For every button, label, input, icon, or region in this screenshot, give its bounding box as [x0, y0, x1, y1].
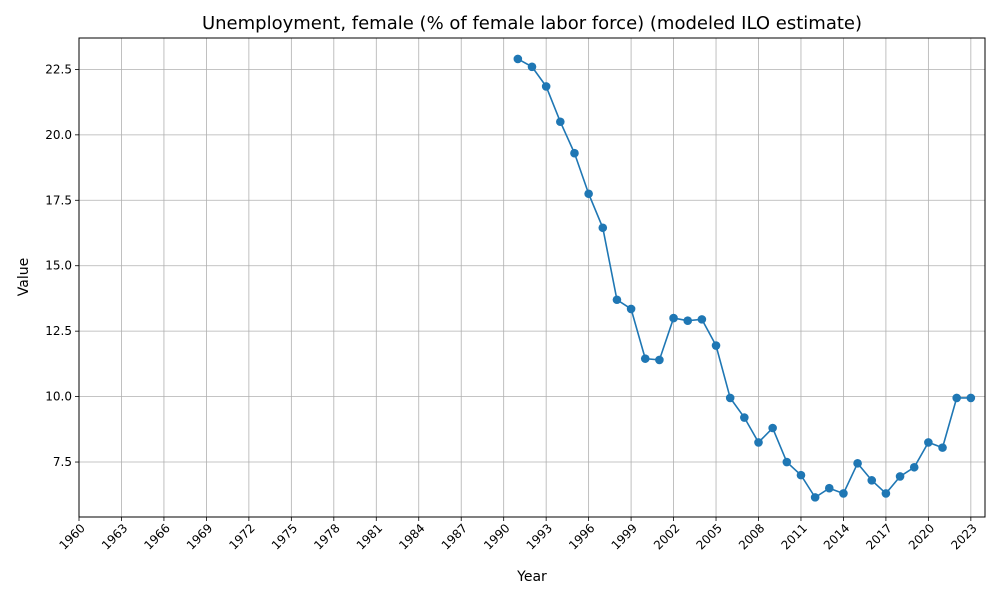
y-axis-label: Value [16, 258, 32, 296]
plot-area-frame [78, 37, 986, 518]
data-point [541, 82, 551, 91]
data-point [853, 459, 862, 468]
data-point [640, 354, 650, 363]
x-tick-label: 1990 [481, 521, 512, 552]
y-tick-label: 22.5 [45, 62, 72, 76]
x-tick-label: 2023 [948, 521, 979, 552]
y-axis: 7.5 10.0 12.5 15.0 17.5 20.0 22.5 [45, 62, 79, 469]
x-tick-label: 1969 [184, 521, 215, 552]
x-tick-label: 2017 [863, 521, 894, 552]
data-point [966, 393, 976, 403]
data-point [768, 423, 777, 433]
x-tick-label: 1996 [566, 521, 597, 552]
data-point [796, 470, 806, 480]
data-point [669, 313, 678, 323]
x-axis-label: Year [516, 569, 547, 585]
x-axis: 1960 1963 1966 1969 1972 1975 1978 1981 1984 1987… [56, 517, 980, 553]
data-point [824, 483, 834, 493]
data-point [881, 489, 891, 498]
y-tick-label: 17.5 [45, 193, 72, 207]
data-point [839, 489, 848, 498]
data-point [952, 393, 961, 403]
x-tick-label: 1999 [609, 521, 640, 552]
x-tick-label: 2020 [906, 521, 937, 552]
x-tick-label: 1993 [524, 521, 555, 552]
data-point [626, 304, 636, 314]
data-point [867, 476, 877, 485]
data-point [810, 493, 820, 502]
x-tick-label: 1966 [141, 521, 172, 552]
x-tick-label: 1972 [226, 521, 257, 552]
data-point [598, 223, 608, 233]
data-point [683, 316, 693, 325]
data-point [711, 341, 721, 350]
x-tick-label: 2014 [821, 521, 852, 552]
x-tick-label: 1978 [311, 521, 342, 552]
x-tick-label: 1960 [56, 521, 87, 552]
x-tick-label: 1963 [99, 521, 130, 552]
x-tick-label: 2008 [736, 521, 767, 552]
data-point [938, 443, 947, 452]
data-point [584, 189, 593, 199]
data-point [527, 62, 537, 72]
x-tick-label: 1975 [269, 521, 300, 552]
y-tick-label: 10.0 [45, 390, 72, 404]
data-point [513, 54, 523, 64]
x-tick-label: 1981 [354, 521, 385, 552]
data-points [513, 54, 976, 502]
y-tick-label: 12.5 [45, 324, 72, 338]
data-point [924, 438, 933, 447]
data-point [612, 295, 622, 305]
x-tick-label: 1984 [396, 521, 427, 552]
y-tick-label: 15.0 [45, 259, 72, 273]
grid-lines [78, 38, 985, 517]
x-tick-label: 2002 [651, 521, 682, 552]
chart-title: Unemployment, female (% of female labor … [202, 13, 862, 34]
data-point [895, 472, 905, 481]
data-point [725, 393, 735, 403]
data-point [655, 355, 664, 365]
data-point [570, 148, 579, 158]
data-point [697, 315, 707, 324]
data-point [740, 413, 749, 422]
x-tick-label: 1987 [439, 521, 470, 552]
y-tick-label: 20.0 [45, 128, 72, 142]
y-tick-label: 7.5 [53, 455, 72, 469]
data-point [754, 438, 763, 447]
series-line [517, 58, 971, 499]
data-point [909, 462, 919, 472]
data-point [556, 117, 565, 127]
data-point [782, 457, 792, 467]
x-tick-label: 2011 [778, 521, 809, 552]
x-tick-label: 2005 [693, 521, 724, 552]
